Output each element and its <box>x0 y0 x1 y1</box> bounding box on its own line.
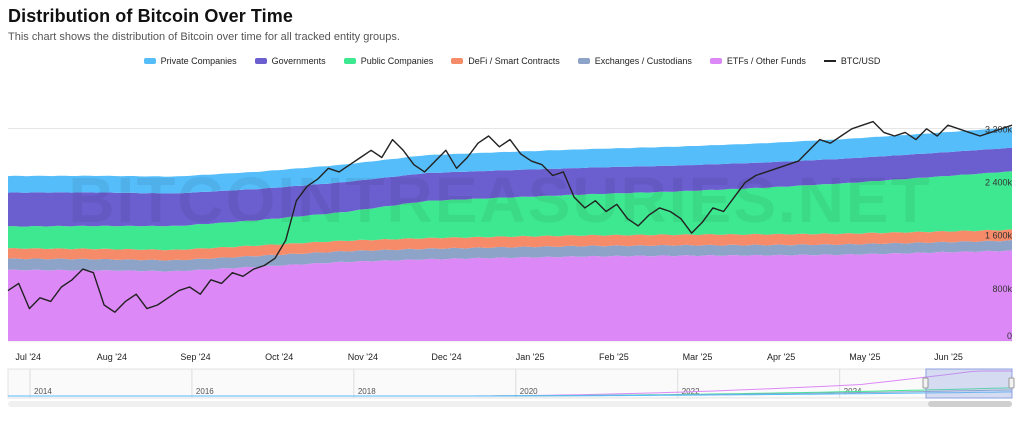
area-exchanges-custodians <box>8 240 1012 272</box>
legend-item-private-companies[interactable]: Private Companies <box>143 56 237 66</box>
area-defi-smart-contracts <box>8 229 1012 261</box>
y-tick-label: 1 600k <box>985 231 1013 241</box>
btc-usd-line <box>7 120 1013 313</box>
navigator-year-label: 2020 <box>520 387 538 396</box>
legend-swatch-governments <box>254 58 267 64</box>
navigator-handle-right <box>1008 377 1015 389</box>
area-governments <box>8 147 1012 227</box>
y-tick-label: 800k <box>992 284 1012 294</box>
x-tick-label: Jan '25 <box>516 352 545 362</box>
x-tick-label: Aug '24 <box>97 352 127 362</box>
chart-legend: Private Companies Governments Public Com… <box>0 56 1024 66</box>
legend-line-btc-usd <box>823 60 836 62</box>
legend-label: Public Companies <box>360 56 434 66</box>
navigator-year-label: 2018 <box>358 387 376 396</box>
x-tick-label: Sep '24 <box>180 352 210 362</box>
navigator-scrollbar-track <box>8 401 1012 407</box>
y-tick-label: 2 400k <box>985 178 1013 188</box>
x-tick-label: Mar '25 <box>683 352 713 362</box>
legend-item-governments[interactable]: Governments <box>254 56 326 66</box>
x-tick-label: Oct '24 <box>265 352 293 362</box>
x-tick-label: May '25 <box>849 352 880 362</box>
legend-label: Private Companies <box>160 56 237 66</box>
legend-label: ETFs / Other Funds <box>726 56 806 66</box>
legend-item-etfs[interactable]: ETFs / Other Funds <box>709 56 806 66</box>
legend-item-btc-usd[interactable]: BTC/USD <box>823 56 881 66</box>
x-tick-label: Jul '24 <box>15 352 41 362</box>
navigator-scrollbar-thumb <box>928 401 1012 407</box>
area-etfs-other-funds <box>8 250 1012 341</box>
y-tick-label: 3 200k <box>985 124 1013 134</box>
legend-label: DeFi / Smart Contracts <box>468 56 560 66</box>
chart-subtitle: This chart shows the distribution of Bit… <box>8 31 400 43</box>
legend-label: Governments <box>271 56 326 66</box>
legend-item-exchanges[interactable]: Exchanges / Custodians <box>577 56 692 66</box>
x-tick-label: Dec '24 <box>431 352 461 362</box>
x-tick-label: Feb '25 <box>599 352 629 362</box>
navigator-mini-series <box>8 391 1013 397</box>
page-title: Distribution of Bitcoin Over Time <box>8 6 293 26</box>
legend-swatch-public-companies <box>343 58 356 64</box>
navigator-year-label: 2014 <box>34 387 52 396</box>
y-axis-ticks: 0 800k 1 600k 2 400k 3 200k <box>985 124 1013 341</box>
x-tick-label: Apr '25 <box>767 352 795 362</box>
legend-swatch-defi <box>451 58 464 64</box>
navigator-handle-left <box>922 377 929 389</box>
legend-swatch-private-companies <box>143 58 156 64</box>
legend-swatch-exchanges <box>577 58 590 64</box>
area-public-companies <box>8 171 1012 251</box>
x-axis-ticks: Jul '24 Aug '24 Sep '24 Oct '24 Nov '24 Dec '… <box>15 352 963 362</box>
x-tick-label: Jun '25 <box>934 352 963 362</box>
legend-swatch-etfs <box>709 58 722 64</box>
btc-usd-line-group <box>7 120 1013 313</box>
legend-item-public-companies[interactable]: Public Companies <box>343 56 434 66</box>
area-private-companies <box>8 127 1012 194</box>
legend-label: BTC/USD <box>840 56 881 66</box>
range-navigator[interactable]: 2014 2016 2018 2020 2022 2024 <box>7 368 1015 407</box>
legend-item-defi[interactable]: DeFi / Smart Contracts <box>451 56 560 66</box>
navigator-selection <box>925 368 1013 399</box>
navigator-year-label: 2016 <box>196 387 214 396</box>
watermark: BITCOINTREASURIES.NET <box>68 164 931 236</box>
stacked-areas <box>8 127 1012 341</box>
legend-label: Exchanges / Custodians <box>594 56 692 66</box>
x-tick-label: Nov '24 <box>348 352 378 362</box>
y-tick-label: 0 <box>1007 331 1012 341</box>
